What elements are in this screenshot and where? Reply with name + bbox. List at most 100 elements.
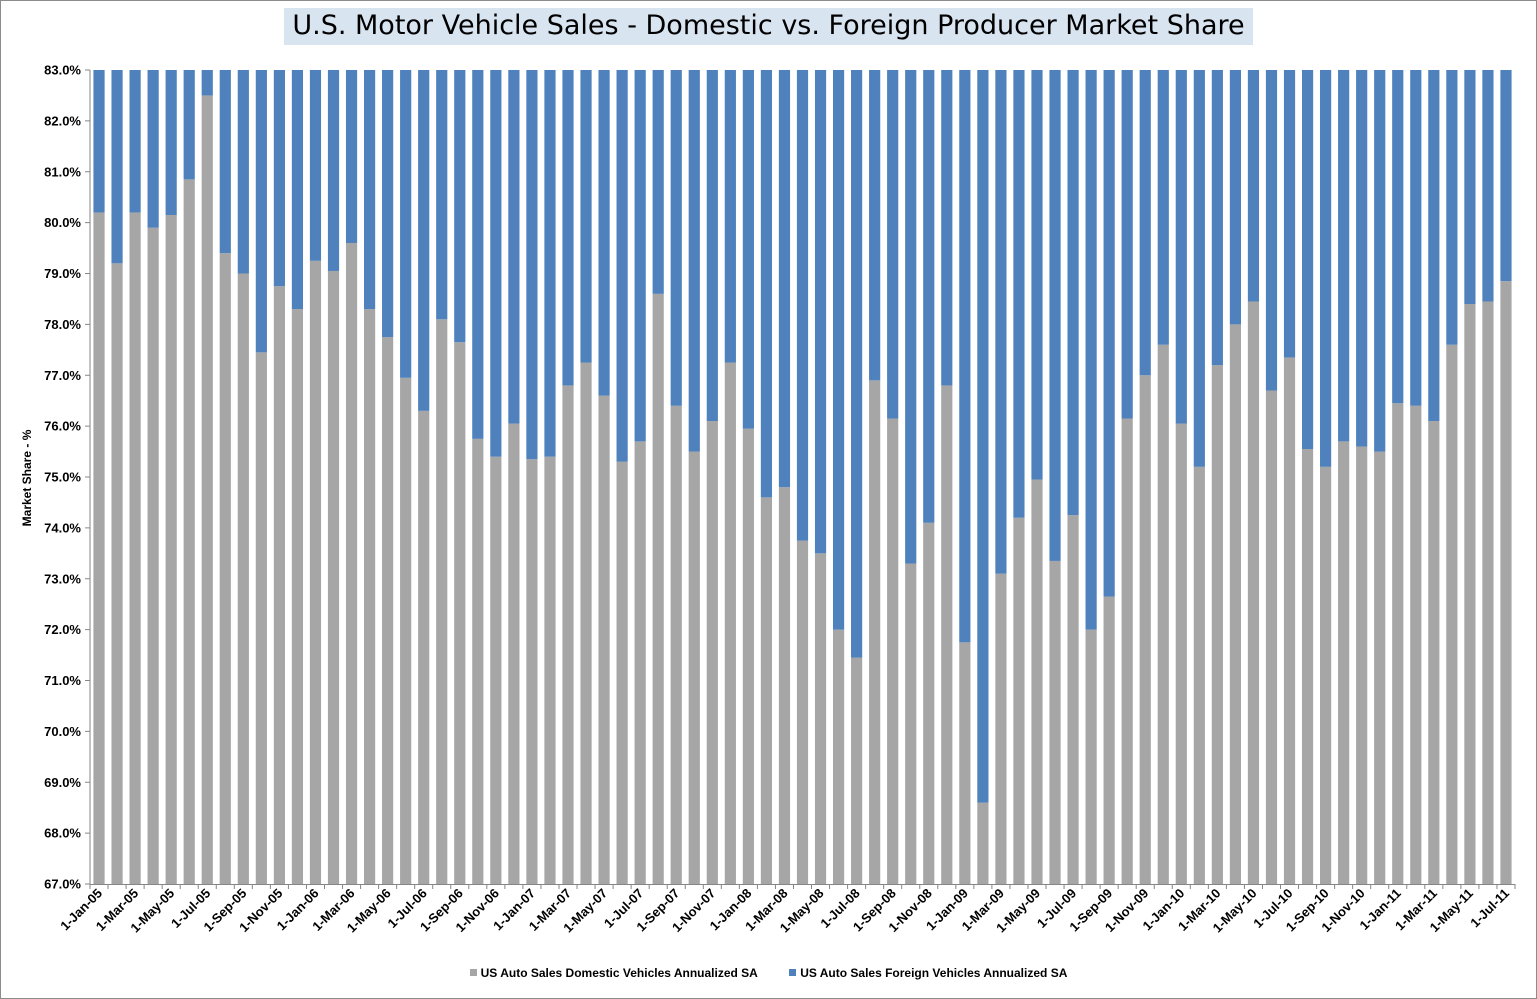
bar-foreign: [382, 70, 394, 338]
bar-foreign: [1446, 70, 1458, 345]
bar-foreign: [887, 70, 899, 419]
bar-domestic: [562, 385, 574, 884]
bar-domestic: [201, 95, 213, 884]
bar-domestic: [1121, 418, 1133, 884]
bar-foreign: [652, 70, 664, 294]
bar-foreign: [508, 70, 520, 424]
bar-domestic: [814, 553, 827, 884]
bar-foreign: [905, 70, 917, 564]
y-tick-label: 79.0%: [44, 266, 81, 281]
bar-foreign: [977, 70, 989, 803]
y-tick-label: 74.0%: [44, 520, 81, 535]
bar-foreign: [959, 70, 971, 643]
bar-domestic: [1157, 344, 1169, 885]
bar-domestic: [941, 385, 953, 884]
bar-foreign: [706, 70, 718, 422]
bar-foreign: [1247, 70, 1260, 302]
bar-foreign: [490, 70, 502, 457]
bar-domestic: [652, 293, 664, 885]
bar-foreign: [111, 70, 123, 264]
bar-domestic: [1374, 451, 1386, 884]
bar-domestic: [364, 309, 376, 884]
bar-domestic: [1338, 441, 1350, 884]
bar-foreign: [237, 70, 249, 274]
bar-foreign: [1338, 70, 1350, 442]
bar-foreign: [778, 70, 791, 488]
bar-foreign: [1049, 70, 1061, 561]
bar-foreign: [1482, 70, 1494, 302]
bar-foreign: [1283, 70, 1296, 358]
bar-domestic: [1049, 560, 1061, 884]
bar-domestic: [382, 337, 394, 885]
bar-foreign: [724, 70, 736, 363]
bar-foreign: [436, 70, 448, 320]
bar-foreign: [1428, 70, 1440, 422]
bar-foreign: [255, 70, 267, 353]
bar-domestic: [796, 540, 809, 884]
bar-domestic: [1175, 423, 1187, 884]
bar-foreign: [814, 70, 827, 554]
bar-foreign: [688, 70, 700, 452]
y-tick-label: 70.0%: [44, 724, 81, 739]
y-tick-label: 80.0%: [44, 215, 81, 230]
bar-foreign: [995, 70, 1007, 574]
y-tick-label: 76.0%: [44, 419, 81, 434]
y-tick-label: 68.0%: [44, 826, 81, 841]
bar-domestic: [724, 362, 736, 884]
bar-foreign: [1211, 70, 1223, 366]
bar-domestic: [1067, 515, 1079, 884]
bar-foreign: [796, 70, 809, 541]
legend-item-domestic: US Auto Sales Domestic Vehicles Annualiz…: [469, 966, 758, 980]
bar-foreign: [526, 70, 538, 460]
bar-foreign: [580, 70, 592, 363]
bar-foreign: [544, 70, 556, 457]
bar-foreign: [1320, 70, 1332, 467]
bar-foreign: [1356, 70, 1368, 447]
bar-domestic: [670, 405, 682, 884]
bar-domestic: [706, 421, 718, 884]
bar-foreign: [1175, 70, 1187, 424]
bar-domestic: [851, 657, 863, 884]
bar-foreign: [1410, 70, 1422, 406]
bar-domestic: [255, 352, 267, 884]
bar-domestic: [93, 212, 105, 884]
y-tick-label: 83.0%: [44, 63, 81, 78]
bar-domestic: [291, 309, 304, 884]
bar-foreign: [941, 70, 953, 386]
bar-foreign: [616, 70, 628, 462]
bar-domestic: [580, 362, 592, 884]
bar-domestic: [1265, 390, 1278, 884]
legend-label-domestic: US Auto Sales Domestic Vehicles Annualiz…: [480, 966, 758, 980]
bar-domestic: [1446, 344, 1458, 885]
bar-domestic: [869, 380, 881, 884]
bar-foreign: [851, 70, 863, 658]
y-tick-label: 82.0%: [44, 113, 81, 128]
bar-foreign: [1085, 70, 1097, 630]
bar-domestic: [219, 253, 231, 884]
bar-foreign: [1121, 70, 1133, 419]
bar-domestic: [418, 410, 430, 884]
bar-domestic: [634, 441, 646, 884]
legend-label-foreign: US Auto Sales Foreign Vehicles Annualize…: [800, 966, 1068, 980]
bar-domestic: [111, 263, 123, 884]
y-tick-label: 78.0%: [44, 317, 81, 332]
y-tick-label: 75.0%: [44, 470, 81, 485]
y-tick-label: 69.0%: [44, 775, 81, 790]
chart-title: U.S. Motor Vehicle Sales - Domestic vs. …: [0, 8, 1537, 45]
bar-domestic: [454, 342, 466, 884]
bar-domestic: [1229, 324, 1241, 885]
bar-foreign: [291, 70, 304, 310]
bar-foreign: [1392, 70, 1404, 404]
bar-domestic: [959, 642, 971, 884]
bar-domestic: [1031, 479, 1043, 884]
bar-foreign: [345, 70, 358, 243]
bar-foreign: [364, 70, 376, 310]
bar-domestic: [598, 395, 610, 884]
bar-domestic: [508, 423, 520, 884]
bar-domestic: [923, 522, 935, 884]
bar-domestic: [1211, 365, 1223, 884]
y-tick-label: 77.0%: [44, 368, 81, 383]
legend-swatch-foreign: [789, 969, 797, 976]
bar-foreign: [869, 70, 881, 381]
